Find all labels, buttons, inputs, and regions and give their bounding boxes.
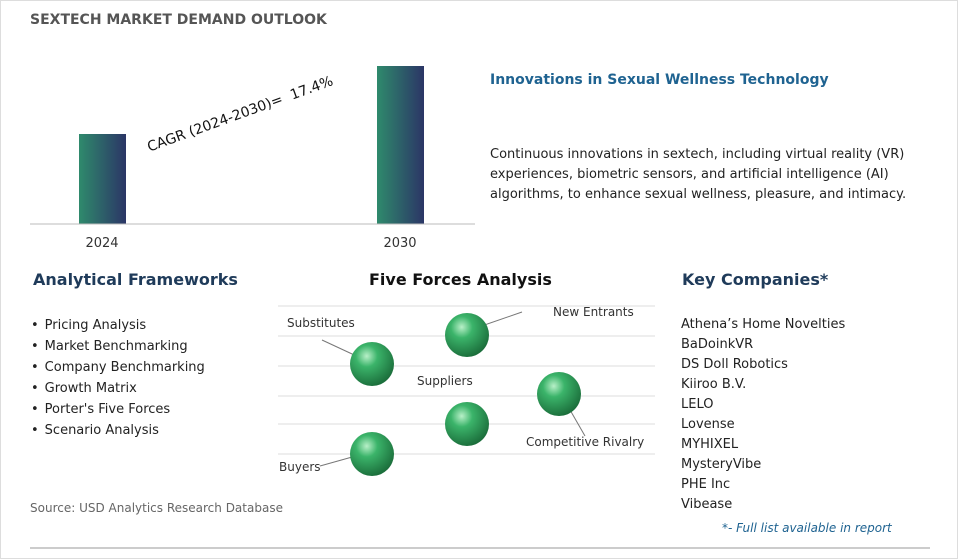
bullet: • (31, 402, 39, 417)
item-text: Kiiroo B.V. (681, 377, 747, 392)
force-label: New Entrants (553, 305, 634, 319)
item-text: Company Benchmarking (44, 360, 205, 375)
list-item: • Market Benchmarking (31, 336, 205, 357)
list-item: PHE Inc (681, 475, 845, 495)
page-title: SEXTECH MARKET DEMAND OUTLOOK (30, 12, 327, 28)
spheres (350, 313, 581, 476)
list-item: MYHIXEL (681, 435, 845, 455)
year-label: 2024 (85, 236, 119, 251)
bullet: • (31, 381, 39, 396)
list-item: DS Doll Robotics (681, 355, 845, 375)
item-text: Market Benchmarking (44, 339, 188, 354)
list-item: Kiiroo B.V. (681, 375, 845, 395)
force-label: Buyers (279, 460, 321, 474)
item-text: Porter's Five Forces (44, 402, 171, 417)
list-item: • Pricing Analysis (31, 315, 205, 336)
list-item: • Growth Matrix (31, 378, 205, 399)
bullet: • (31, 318, 39, 333)
item-text: Growth Matrix (44, 381, 137, 396)
force-label: Suppliers (417, 374, 473, 388)
section-title: Key Companies* (682, 270, 829, 289)
list-item: BaDoinkVR (681, 335, 845, 355)
item-text: Scenario Analysis (44, 423, 159, 438)
framework-list: • Pricing Analysis • Market Benchmarking • Co… (31, 315, 205, 441)
item-text: MYHIXEL (681, 437, 739, 452)
list-item: • Scenario Analysis (31, 420, 205, 441)
list-item: Lovense (681, 415, 845, 435)
bar (377, 66, 424, 224)
year-label: 2030 (383, 236, 417, 251)
section-title: Five Forces Analysis (369, 270, 552, 289)
company-list: Athena’s Home Novelties BaDoinkVR DS Doll … (681, 315, 845, 515)
list-item: Vibease (681, 495, 845, 515)
force-label: Competitive Rivalry (526, 435, 645, 449)
section-title: Analytical Frameworks (33, 270, 238, 289)
note: *- Full list available in report (722, 521, 892, 535)
source: Source: USD Analytics Research Database (30, 501, 283, 515)
item-text: BaDoinkVR (681, 337, 754, 352)
item-text: DS Doll Robotics (681, 357, 788, 372)
list-item: MysteryVibe (681, 455, 845, 475)
list-item: LELO (681, 395, 845, 415)
item-text: PHE Inc (681, 477, 731, 492)
bullet: • (31, 423, 39, 438)
force-label: Substitutes (287, 316, 355, 330)
section-title: Innovations in Sexual Wellness Technolog… (490, 72, 829, 88)
item-text: MysteryVibe (681, 457, 762, 472)
item-text: Lovense (681, 417, 735, 432)
bullet: • (31, 339, 39, 354)
item-text: Pricing Analysis (44, 318, 147, 333)
paragraph: Continuous innovations in sextech, inclu… (490, 147, 907, 202)
bullet: • (31, 360, 39, 375)
bar (79, 134, 126, 224)
list-item: Athena’s Home Novelties (681, 315, 845, 335)
item-text: Vibease (681, 497, 733, 512)
item-text: Athena’s Home Novelties (681, 317, 846, 332)
list-item: • Company Benchmarking (31, 357, 205, 378)
list-item: • Porter's Five Forces (31, 399, 205, 420)
item-text: LELO (681, 397, 714, 412)
